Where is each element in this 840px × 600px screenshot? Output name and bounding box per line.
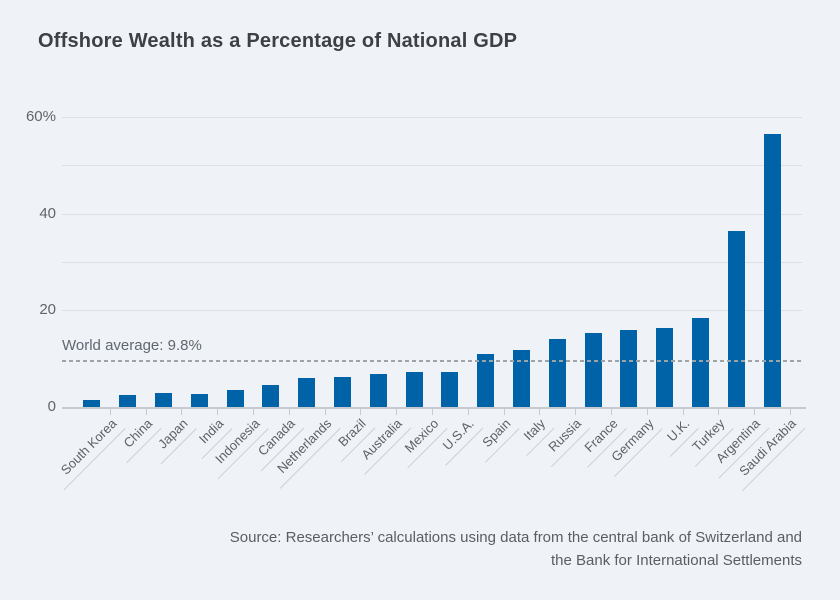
chart-title: Offshore Wealth as a Percentage of Natio… xyxy=(38,30,518,52)
bar-turkey xyxy=(692,318,709,407)
x-axis-line xyxy=(62,407,806,409)
bar-south-korea xyxy=(83,400,100,407)
bar-mexico xyxy=(406,372,423,407)
x-axis-tick xyxy=(181,408,182,415)
bar-italy xyxy=(513,350,530,407)
gridline-60 xyxy=(62,117,802,118)
y-axis-label-0: 0 xyxy=(47,398,56,415)
x-axis-tick xyxy=(504,408,505,415)
gridline-30 xyxy=(62,262,802,263)
bar-brazil xyxy=(334,377,351,407)
x-axis-tick xyxy=(289,408,290,415)
x-axis-tick xyxy=(683,408,684,415)
bar-indonesia xyxy=(227,390,244,407)
source-line-1: Source: Researchers’ calculations using … xyxy=(229,529,802,546)
x-axis-tick xyxy=(396,408,397,415)
bar-u-s-a xyxy=(441,372,458,407)
bar-netherlands xyxy=(298,378,315,407)
gridline-40 xyxy=(62,214,802,215)
x-axis-tick xyxy=(432,408,433,415)
x-axis-tick xyxy=(253,408,254,415)
x-axis-tick xyxy=(647,408,648,415)
x-axis-tick xyxy=(790,408,791,415)
x-axis-tick xyxy=(325,408,326,415)
bar-germany xyxy=(620,330,637,407)
y-axis-label-20: 20 xyxy=(39,301,56,318)
bar-india xyxy=(191,394,208,407)
bar-spain xyxy=(477,354,494,407)
bar-saudi-arabia xyxy=(764,134,781,407)
bar-russia xyxy=(549,339,566,407)
gridline-50 xyxy=(62,165,802,166)
x-axis-label-south-korea: South Korea xyxy=(48,413,126,491)
bar-u-k xyxy=(656,328,673,407)
bar-france xyxy=(585,333,602,407)
x-axis-tick xyxy=(575,408,576,415)
x-axis-tick xyxy=(468,408,469,415)
gridline-20 xyxy=(62,310,802,311)
x-axis-tick xyxy=(217,408,218,415)
x-axis-tick xyxy=(539,408,540,415)
x-axis-tick xyxy=(360,408,361,415)
source-note: Source: Researchers’ calculations using … xyxy=(62,526,802,572)
bar-canada xyxy=(262,385,279,407)
x-axis-tick xyxy=(718,408,719,415)
bar-argentina xyxy=(728,231,745,407)
y-axis-label-40: 40 xyxy=(39,205,56,222)
x-axis-tick xyxy=(754,408,755,415)
world-average-dashed-line xyxy=(62,360,802,362)
x-axis-tick xyxy=(110,408,111,415)
bar-japan xyxy=(155,393,172,407)
bar-australia xyxy=(370,374,387,407)
source-line-2: the Bank for International Settlements xyxy=(551,552,802,569)
world-average-label: World average: 9.8% xyxy=(62,337,202,354)
bar-china xyxy=(119,395,136,407)
y-axis-label-60: 60% xyxy=(25,108,56,125)
x-axis-tick xyxy=(146,408,147,415)
x-axis-tick xyxy=(611,408,612,415)
